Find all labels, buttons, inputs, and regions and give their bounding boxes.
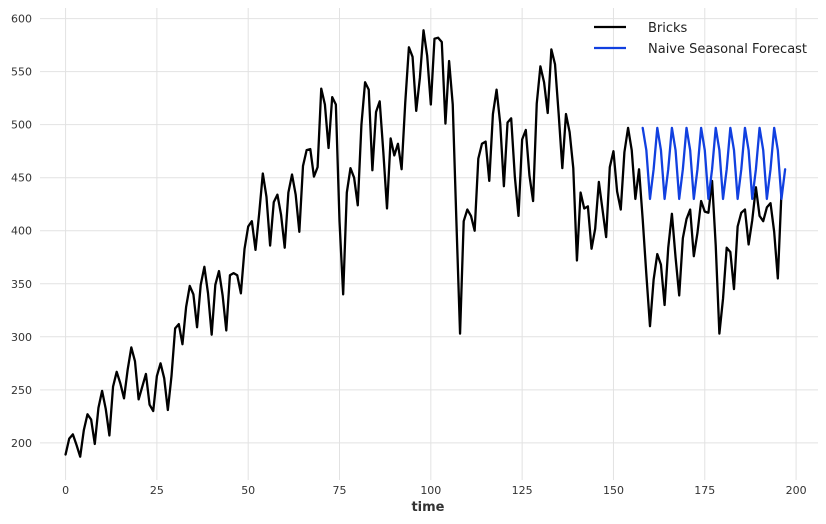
x-tick-label: 25 xyxy=(150,484,164,497)
x-tick-label: 0 xyxy=(62,484,69,497)
y-tick-label: 400 xyxy=(11,225,32,238)
y-tick-label: 300 xyxy=(11,331,32,344)
y-tick-label: 200 xyxy=(11,437,32,450)
x-gridlines xyxy=(65,8,797,480)
x-tick-label: 175 xyxy=(694,484,715,497)
x-tick-labels: 0 25 50 75 100 125 150 175 200 xyxy=(62,484,807,497)
series-line-bricks xyxy=(64,29,783,458)
y-tick-labels: 200 250 300 350 400 450 500 550 600 xyxy=(11,13,32,450)
x-tick-label: 100 xyxy=(420,484,441,497)
x-tick-label: 125 xyxy=(512,484,533,497)
x-tick-label: 75 xyxy=(333,484,347,497)
x-axis-label: time xyxy=(411,500,444,515)
legend: Bricks Naive Seasonal Forecast xyxy=(594,21,807,57)
y-tick-label: 600 xyxy=(11,13,32,26)
legend-label-bricks: Bricks xyxy=(648,21,688,36)
series-layer xyxy=(64,29,787,458)
x-tick-label: 150 xyxy=(603,484,624,497)
y-tick-label: 350 xyxy=(11,278,32,291)
y-tick-label: 550 xyxy=(11,66,32,79)
y-tick-label: 450 xyxy=(11,172,32,185)
x-tick-label: 50 xyxy=(241,484,255,497)
y-tick-label: 500 xyxy=(11,119,32,132)
x-tick-label: 200 xyxy=(786,484,807,497)
legend-label-naive-seasonal-forecast: Naive Seasonal Forecast xyxy=(648,42,807,57)
y-tick-label: 250 xyxy=(11,384,32,397)
series-line-naive-seasonal-forecast xyxy=(641,126,787,201)
